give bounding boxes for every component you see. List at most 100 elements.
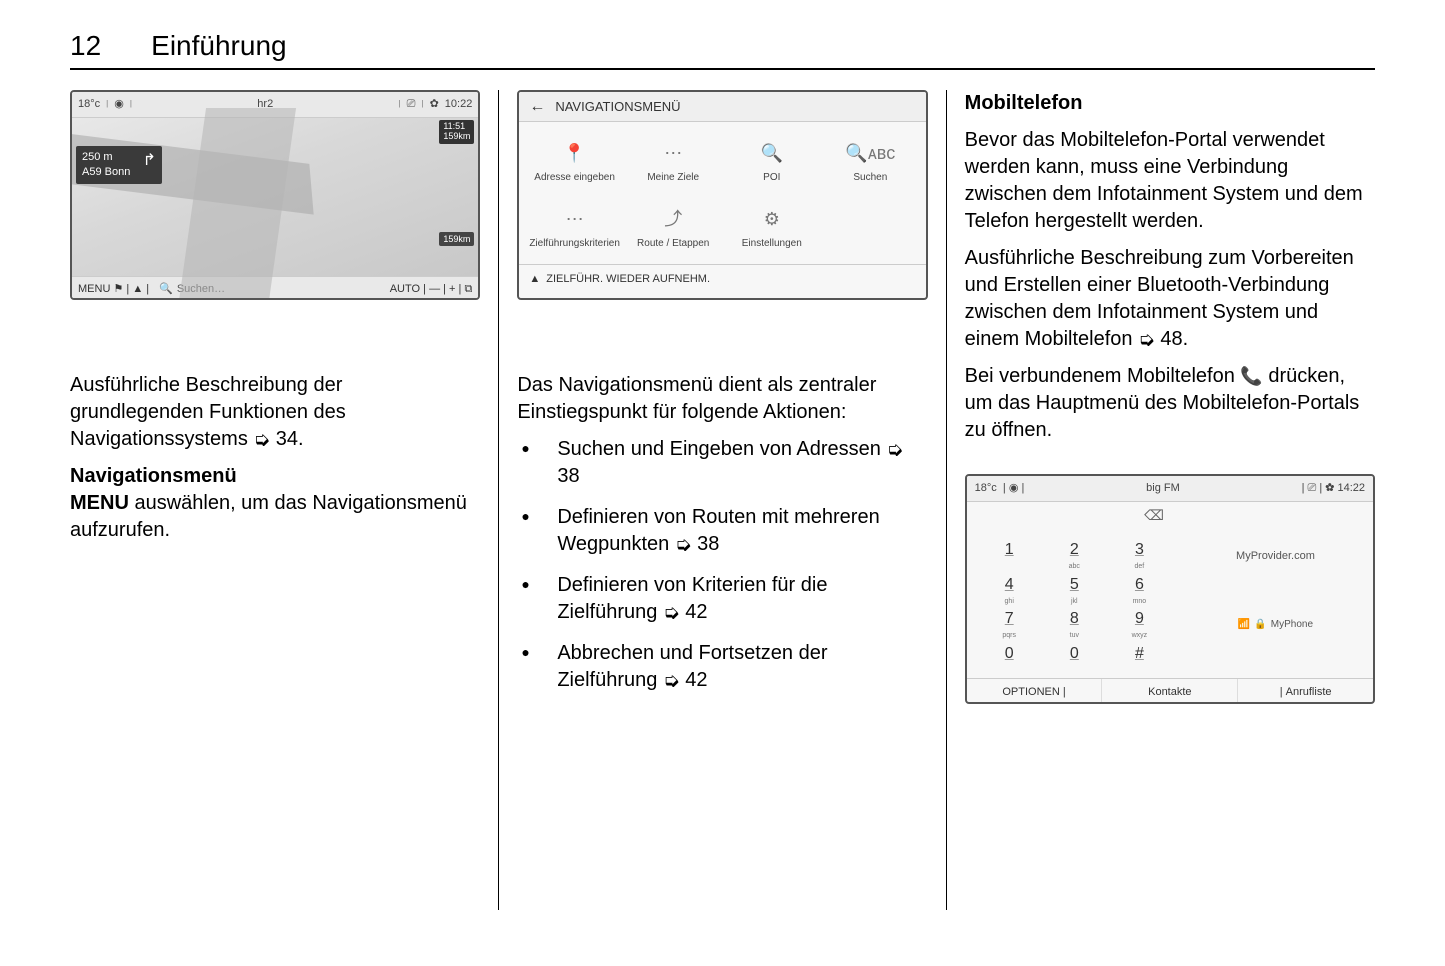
divider-dot: | (130, 99, 132, 110)
gear-icon: ✿ (430, 97, 439, 112)
device-row: 📶 🔒 MyPhone (1238, 618, 1313, 632)
nav-menu-item[interactable]: ⋯Zielführungskriterien (527, 198, 622, 260)
nav-menu-grid: 📍Adresse eingeben ⋯ Meine Ziele 🔍POI 🔍ᴀʙᴄ… (519, 122, 925, 264)
zoom-out-icon: — (429, 283, 440, 295)
dial-key[interactable]: 0 (977, 644, 1042, 678)
paragraph: Das Navigationsmenü dient als zentraler … (517, 372, 927, 426)
digit: 4 (977, 577, 1042, 593)
item-label: Suchen (853, 171, 887, 185)
nav-menu-footer[interactable]: ▲ ZIELFÜHR. WIEDER AUFNEHM. (519, 264, 925, 294)
search-icon: 🔍 (159, 282, 173, 297)
menu-button[interactable]: MENU ⚑ | ▲ | (78, 282, 149, 297)
nav-menu-item[interactable]: 🔍POI (724, 132, 819, 194)
eta-dist: 159km (443, 131, 470, 141)
compass-icon: ▲ (132, 283, 143, 295)
item-label: POI (763, 171, 780, 185)
options-button[interactable]: OPTIONEN | (967, 679, 1102, 704)
options-label: OPTIONEN (1002, 685, 1059, 700)
turn-distance: 250 m (82, 151, 113, 163)
digit-sub: tuv (1070, 632, 1079, 639)
nav-menu-item[interactable]: ⚙ Einstellungen (724, 198, 819, 260)
column-3: Mobiltelefon Bevor das Mobiltelefon-Port… (946, 90, 1375, 910)
phone-screenshot: 18°c | ◉ | big FM | ⎚ | ✿ 14:22 ⌫ 1 2abc… (965, 474, 1375, 704)
dial-key[interactable]: 8 tuv (1042, 609, 1107, 643)
item-label: Zielführungskriterien (529, 237, 620, 251)
dial-key[interactable]: 9wxyz (1107, 609, 1172, 643)
settings-icon: ⚙ (764, 207, 780, 231)
chapter-title: Einführung (151, 30, 286, 62)
dial-key[interactable]: # (1107, 644, 1172, 678)
dial-key[interactable]: 0 (1042, 644, 1107, 678)
temp-label: 18°c (975, 482, 997, 494)
backspace-icon[interactable]: ⌫ (977, 506, 1172, 540)
contacts-button[interactable]: Kontakte (1101, 679, 1237, 704)
bullet-item: Abbrechen und Fortsetzen der Zielführung… (539, 640, 927, 694)
contacts-label: Kontakte (1148, 685, 1191, 700)
zoom-in-icon: + (449, 283, 455, 295)
item-label: Einstellungen (742, 237, 802, 251)
content-columns: 18°c | ◉ | hr2 | ⎚ | ✿ 10:22 (70, 90, 1375, 910)
digit: 2 (1042, 542, 1107, 558)
phone-footer: OPTIONEN | Kontakte | Anrufliste (967, 678, 1373, 704)
digit: 7 (977, 611, 1042, 627)
text: auswählen, um das Navigationsmenü aufzur… (70, 492, 467, 541)
digit-sub: mno (1133, 598, 1147, 605)
dial-key[interactable]: 6 mno (1107, 575, 1172, 609)
item-label: Meine Ziele (647, 171, 699, 185)
dial-key[interactable]: 1 (977, 540, 1042, 574)
nav-map-screenshot: 18°c | ◉ | hr2 | ⎚ | ✿ 10:22 (70, 90, 480, 300)
dial-pad: ⌫ 1 2abc 3def 4ghi 5jkl 6mno 7pqrs 8tuv … (967, 502, 1178, 678)
next-turn-badge: 250 m ↱ A59 Bonn (76, 146, 162, 184)
nav-menu-item[interactable]: ⤴Route / Etappen (626, 198, 721, 260)
digit: 9 (1107, 611, 1172, 627)
phone-side: MyProvider.com 📶 🔒 MyPhone (1178, 502, 1373, 678)
digit: 0 (977, 646, 1042, 662)
column-1: 18°c | ◉ | hr2 | ⎚ | ✿ 10:22 (70, 90, 498, 910)
menu-keyword: MENU (70, 492, 129, 514)
ref-arrow-icon: ➭ (663, 668, 680, 695)
dial-key[interactable]: 2 abc (1042, 540, 1107, 574)
auto-label: AUTO (390, 283, 420, 295)
digit: 6 (1107, 577, 1172, 593)
status-icon: ◉ (114, 97, 124, 112)
dial-key[interactable]: 4ghi (977, 575, 1042, 609)
page-number: 12 (70, 30, 101, 62)
dial-key[interactable]: 3def (1107, 540, 1172, 574)
back-icon[interactable]: ← (529, 96, 545, 118)
bullet-list: Suchen und Eingeben von Adressen ➭ 38 De… (517, 436, 927, 694)
nav-menu-item[interactable]: ⋯ Meine Ziele (626, 132, 721, 194)
digit-sub: abc (1069, 563, 1080, 570)
page-ref: 42 (685, 669, 707, 691)
digit: 8 (1042, 611, 1107, 627)
zoom-controls[interactable]: AUTO | — | + | ⧉ (390, 282, 473, 297)
nav-menu-item[interactable]: 📍Adresse eingeben (527, 132, 622, 194)
divider-dot: | (399, 99, 401, 110)
text: Ausführliche Beschreibung der grundlegen… (70, 374, 346, 450)
dial-key[interactable]: 7 pqrs (977, 609, 1042, 643)
device-label: MyPhone (1271, 618, 1313, 632)
nav-menu-screenshot: ← NAVIGATIONSMENÜ 📍Adresse eingeben ⋯Mei… (517, 90, 927, 300)
temp-label: 18°c (78, 97, 100, 112)
phone-body: ⌫ 1 2abc 3def 4ghi 5jkl 6mno 7pqrs 8tuv … (967, 502, 1373, 678)
address-icon: 📍 (563, 141, 585, 165)
bullet-item: Definieren von Kriterien für die Zielfüh… (539, 572, 927, 626)
dial-key[interactable]: 5jkl (1042, 575, 1107, 609)
paragraph: Bevor das Mobiltelefon-Portal verwendet … (965, 127, 1375, 235)
nav-menu-item[interactable]: 🔍ᴀʙᴄSuchen (823, 132, 918, 194)
destinations-icon: ⋯ (664, 141, 682, 165)
bullet-item: Suchen und Eingeben von Adressen ➭ 38 (539, 436, 927, 490)
text: Suchen und Eingeben von Adressen (557, 438, 886, 460)
layers-icon: ⧉ (464, 283, 472, 295)
sub-heading: Navigationsmenü (70, 465, 237, 487)
nav-map-canvas: 11:51 159km 250 m ↱ A59 Bonn 159km (72, 118, 478, 276)
calllog-button[interactable]: | Anrufliste (1237, 679, 1373, 704)
road-shape (178, 108, 296, 300)
resume-icon: ▲ (529, 272, 540, 287)
signal-icon: 📶 (1238, 618, 1250, 632)
flag-icon: ⚑ (113, 283, 123, 295)
digit: 0 (1042, 646, 1107, 662)
page-ref: 38 (557, 465, 579, 487)
digit-sub: jkl (1071, 598, 1078, 605)
digit-sub: pqrs (1002, 632, 1016, 639)
ref-arrow-icon: ➭ (886, 437, 903, 464)
